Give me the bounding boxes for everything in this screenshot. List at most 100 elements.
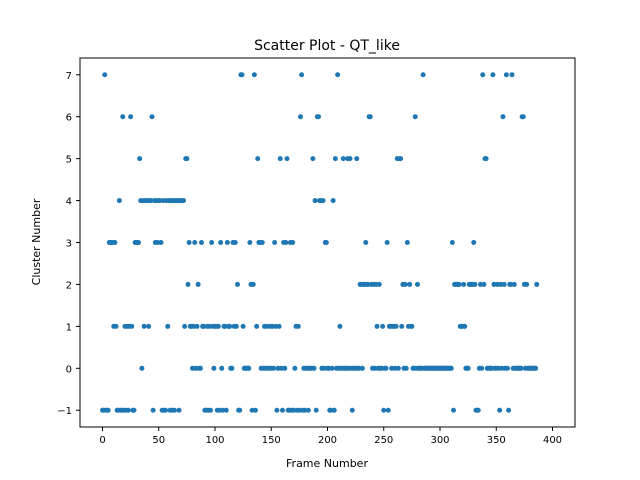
data-point: [274, 407, 280, 413]
data-point: [165, 323, 171, 329]
data-point: [329, 365, 335, 371]
data-point: [255, 156, 261, 162]
data-point: [393, 323, 399, 329]
data-point: [149, 114, 155, 120]
data-point: [102, 72, 108, 78]
data-point: [186, 240, 192, 245]
data-point: [128, 114, 134, 120]
data-point: [208, 407, 213, 413]
y-axis-label: Cluster Number: [30, 198, 43, 285]
data-point: [219, 365, 225, 371]
data-point: [449, 240, 455, 245]
data-point: [511, 281, 517, 287]
data-point: [385, 407, 391, 413]
data-point: [131, 407, 137, 413]
data-point: [448, 365, 454, 371]
data-point: [520, 114, 526, 120]
data-point: [271, 365, 276, 371]
data-point: [323, 240, 329, 245]
y-tick-label: 7: [66, 71, 72, 82]
data-point: [479, 365, 485, 371]
data-point: [129, 323, 135, 329]
data-point: [299, 72, 305, 78]
plot-area: [100, 72, 540, 413]
data-point: [176, 407, 182, 413]
data-point: [354, 156, 360, 162]
data-point: [158, 240, 164, 245]
data-point: [534, 281, 540, 287]
data-point: [475, 407, 481, 413]
data-point: [461, 281, 467, 287]
data-point: [125, 407, 131, 413]
data-point: [359, 365, 365, 371]
data-point: [292, 365, 298, 371]
y-tick-label: 5: [66, 155, 72, 166]
data-point: [363, 240, 369, 245]
data-point: [185, 281, 191, 287]
data-point: [305, 407, 311, 413]
data-point: [116, 198, 122, 204]
data-point: [480, 72, 486, 78]
data-point: [380, 323, 386, 329]
data-point: [376, 281, 382, 287]
data-point: [224, 240, 230, 245]
data-point: [347, 156, 353, 162]
data-point: [472, 281, 478, 287]
data-point: [284, 156, 290, 162]
y-tick-label: 6: [66, 113, 72, 124]
data-point: [232, 240, 238, 245]
y-tick-label: −1: [57, 406, 72, 417]
data-point: [211, 365, 217, 371]
x-axis: 0 50 100 150 200 250 300 350 400: [99, 427, 562, 446]
data-point: [247, 240, 253, 245]
data-point: [395, 365, 401, 371]
data-point: [163, 407, 168, 413]
data-point: [295, 323, 301, 329]
data-point: [524, 281, 530, 287]
data-point: [136, 240, 141, 245]
y-tick-label: 2: [66, 280, 72, 291]
data-point: [254, 323, 260, 329]
data-point: [330, 198, 336, 204]
data-point: [399, 323, 405, 329]
data-point: [113, 323, 119, 329]
x-tick-label: 300: [430, 435, 449, 446]
data-point: [251, 72, 257, 78]
data-point: [120, 114, 126, 120]
data-point: [250, 281, 256, 287]
data-point: [182, 323, 188, 329]
data-point: [407, 281, 413, 287]
data-point: [335, 72, 341, 78]
data-point: [246, 365, 252, 371]
data-point: [506, 407, 512, 413]
data-point: [415, 281, 420, 287]
data-point: [465, 365, 471, 371]
data-point: [381, 407, 387, 413]
y-axis: −1 0 1 2 3 4 5 6 7: [57, 71, 80, 417]
data-point: [505, 365, 510, 371]
data-point: [501, 281, 507, 287]
data-point: [471, 240, 477, 245]
data-point: [398, 156, 404, 162]
x-axis-label: Frame Number: [286, 457, 368, 470]
data-point: [456, 281, 462, 287]
data-point: [181, 198, 186, 204]
data-point: [194, 323, 200, 329]
data-point: [316, 114, 321, 120]
data-point: [235, 281, 240, 287]
data-point: [402, 281, 408, 287]
data-point: [313, 407, 319, 413]
data-point: [150, 407, 156, 413]
data-point: [451, 407, 456, 413]
data-point: [404, 240, 410, 245]
data-point: [192, 240, 198, 245]
data-point: [280, 407, 285, 413]
x-tick-label: 100: [205, 435, 224, 446]
x-tick-label: 50: [152, 435, 165, 446]
data-point: [139, 365, 145, 371]
y-tick-label: 3: [66, 239, 72, 250]
data-point: [259, 240, 265, 245]
y-tick-label: 0: [66, 364, 72, 375]
data-point: [500, 114, 506, 120]
